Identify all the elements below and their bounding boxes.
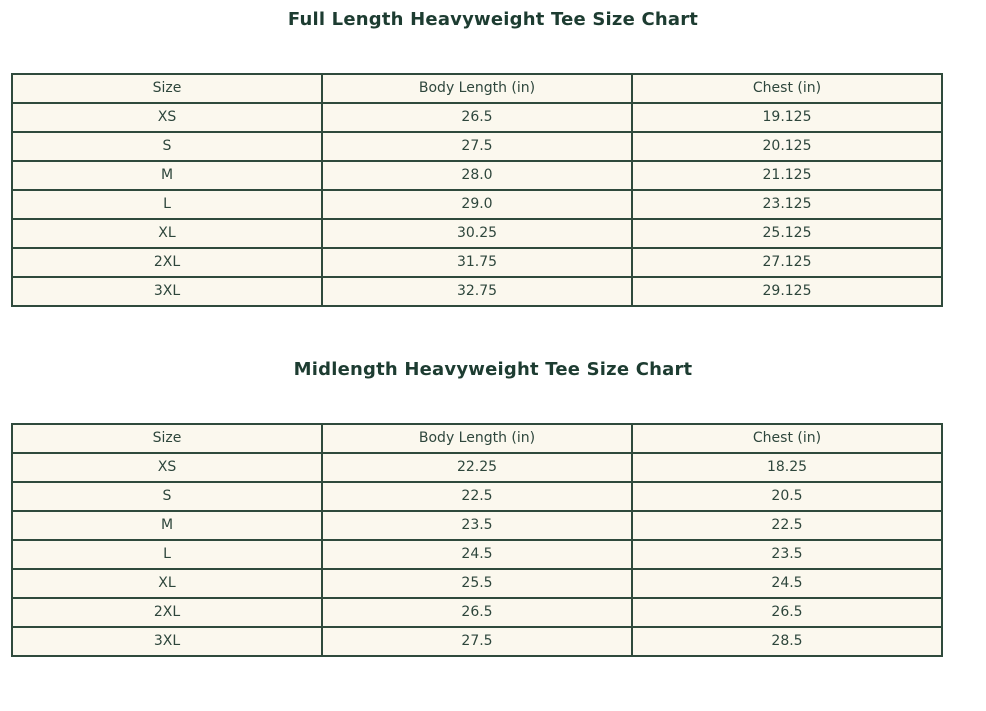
table-cell: 27.125 <box>631 247 943 278</box>
table-cell: 29.0 <box>321 189 633 220</box>
full-length-chart-title: Full Length Heavyweight Tee Size Chart <box>287 9 699 30</box>
table-row: L 29.0 23.125 <box>11 189 943 220</box>
table-cell: 27.5 <box>321 626 633 657</box>
table-cell: 18.25 <box>631 452 943 483</box>
table-row: XS 22.25 18.25 <box>11 452 943 483</box>
table-cell: 29.125 <box>631 276 943 307</box>
table-cell: 3XL <box>11 276 323 307</box>
table-row: M 23.5 22.5 <box>11 510 943 541</box>
table-row: 3XL 27.5 28.5 <box>11 626 943 657</box>
column-header: Size <box>11 423 323 454</box>
full-length-chart-section: Full Length Heavyweight Tee Size Chart S… <box>0 0 986 307</box>
table-cell: XS <box>11 452 323 483</box>
table-cell: 3XL <box>11 626 323 657</box>
table-cell: M <box>11 160 323 191</box>
table-cell: 2XL <box>11 597 323 628</box>
header-row: Size Body Length (in) Chest (in) <box>11 73 943 104</box>
column-header: Body Length (in) <box>321 423 633 454</box>
table-row: S 27.5 20.125 <box>11 131 943 162</box>
column-header: Chest (in) <box>631 73 943 104</box>
size-charts-page: Full Length Heavyweight Tee Size Chart S… <box>0 0 986 657</box>
table-cell: 31.75 <box>321 247 633 278</box>
table-cell: 26.5 <box>631 597 943 628</box>
table-cell: 32.75 <box>321 276 633 307</box>
table-row: 2XL 26.5 26.5 <box>11 597 943 628</box>
table-cell: 23.5 <box>631 539 943 570</box>
table-cell: 21.125 <box>631 160 943 191</box>
table-cell: 20.5 <box>631 481 943 512</box>
table-cell: 20.125 <box>631 131 943 162</box>
table-cell: 25.5 <box>321 568 633 599</box>
table-cell: 22.25 <box>321 452 633 483</box>
table-cell: M <box>11 510 323 541</box>
column-header: Body Length (in) <box>321 73 633 104</box>
table-row: L 24.5 23.5 <box>11 539 943 570</box>
table-cell: 22.5 <box>321 481 633 512</box>
table-row: 3XL 32.75 29.125 <box>11 276 943 307</box>
table-cell: 26.5 <box>321 597 633 628</box>
table-cell: XL <box>11 218 323 249</box>
table-cell: 22.5 <box>631 510 943 541</box>
table-row: 2XL 31.75 27.125 <box>11 247 943 278</box>
table-cell: S <box>11 481 323 512</box>
column-header: Size <box>11 73 323 104</box>
table-cell: 24.5 <box>321 539 633 570</box>
table-row: S 22.5 20.5 <box>11 481 943 512</box>
table-cell: 25.125 <box>631 218 943 249</box>
midlength-size-table: Size Body Length (in) Chest (in) XS 22.25 18.… <box>11 423 943 657</box>
table-cell: L <box>11 539 323 570</box>
table-cell: 2XL <box>11 247 323 278</box>
table-row: M 28.0 21.125 <box>11 160 943 191</box>
table-cell: 30.25 <box>321 218 633 249</box>
table-cell: XS <box>11 102 323 133</box>
table-cell: L <box>11 189 323 220</box>
table-row: XL 25.5 24.5 <box>11 568 943 599</box>
table-cell: 19.125 <box>631 102 943 133</box>
table-cell: 26.5 <box>321 102 633 133</box>
table-cell: 28.5 <box>631 626 943 657</box>
midlength-chart-section: Midlength Heavyweight Tee Size Chart Siz… <box>0 307 986 657</box>
table-cell: 24.5 <box>631 568 943 599</box>
full-length-size-table: Size Body Length (in) Chest (in) XS 26.5 19.1… <box>11 73 943 307</box>
table-row: XL 30.25 25.125 <box>11 218 943 249</box>
midlength-chart-title: Midlength Heavyweight Tee Size Chart <box>293 359 693 380</box>
column-header: Chest (in) <box>631 423 943 454</box>
table-cell: 23.5 <box>321 510 633 541</box>
table-cell: 27.5 <box>321 131 633 162</box>
table-row: XS 26.5 19.125 <box>11 102 943 133</box>
table-cell: S <box>11 131 323 162</box>
table-cell: XL <box>11 568 323 599</box>
table-cell: 23.125 <box>631 189 943 220</box>
header-row: Size Body Length (in) Chest (in) <box>11 423 943 454</box>
table-cell: 28.0 <box>321 160 633 191</box>
